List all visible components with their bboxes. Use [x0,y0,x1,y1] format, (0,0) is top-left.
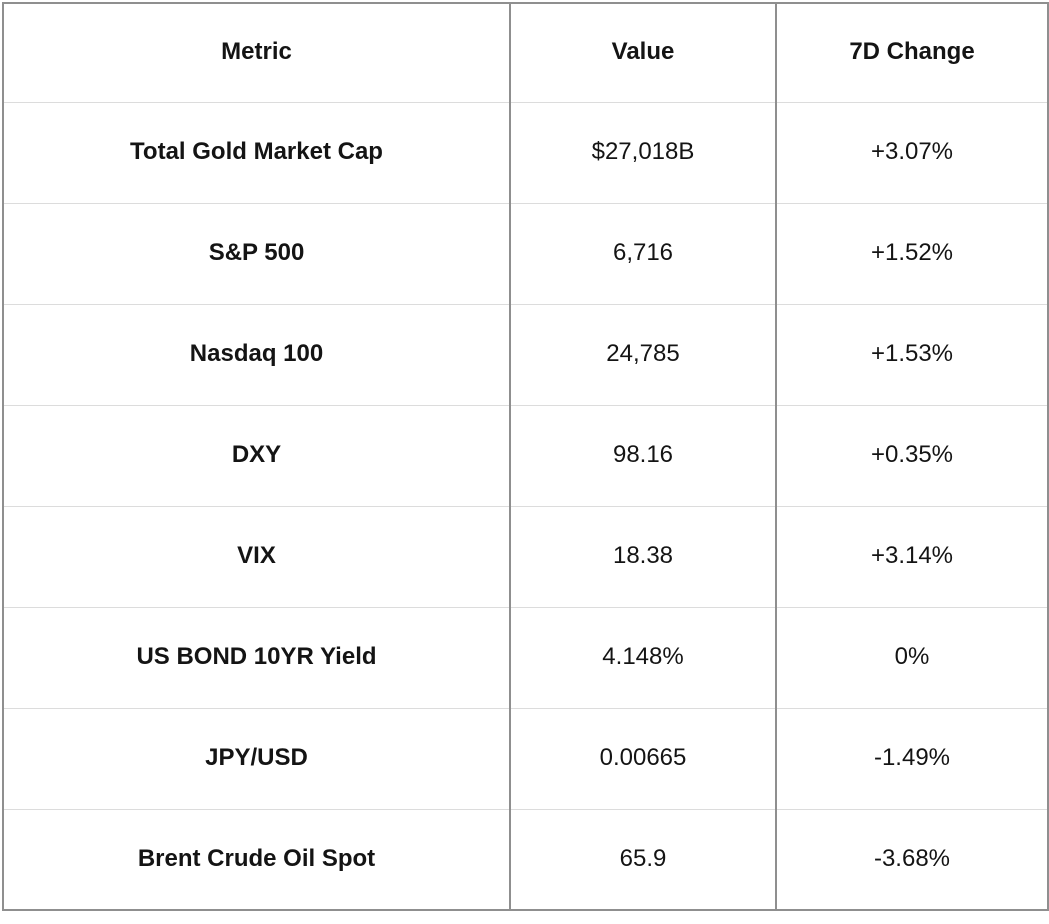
value-cell: 65.9 [509,808,776,910]
change-cell: -1.49% [775,707,1048,809]
table-row: US BOND 10YR Yield 4.148% 0% [3,606,1048,708]
column-header-metric: Metric [3,3,510,102]
value-cell: 18.38 [509,505,776,607]
table-row: Total Gold Market Cap $27,018B +3.07% [3,101,1048,203]
change-cell: +0.35% [775,404,1048,506]
metric-cell: Total Gold Market Cap [3,101,510,203]
change-cell: +3.07% [775,101,1048,203]
metric-cell: US BOND 10YR Yield [3,606,510,708]
value-cell: 24,785 [509,303,776,405]
header-row: Metric Value 7D Change [3,3,1048,102]
column-header-value: Value [509,3,776,102]
change-cell: -3.68% [775,808,1048,910]
value-cell: 98.16 [509,404,776,506]
value-cell: 4.148% [509,606,776,708]
table-row: DXY 98.16 +0.35% [3,404,1048,506]
metric-cell: JPY/USD [3,707,510,809]
metric-cell: Nasdaq 100 [3,303,510,405]
change-cell: +1.53% [775,303,1048,405]
change-cell: +3.14% [775,505,1048,607]
value-cell: 6,716 [509,202,776,304]
table-row: JPY/USD 0.00665 -1.49% [3,707,1048,809]
table-row: Brent Crude Oil Spot 65.9 -3.68% [3,808,1048,910]
value-cell: $27,018B [509,101,776,203]
metric-cell: Brent Crude Oil Spot [3,808,510,910]
metric-cell: VIX [3,505,510,607]
table-row: Nasdaq 100 24,785 +1.53% [3,303,1048,405]
column-header-7d-change: 7D Change [775,3,1048,102]
change-cell: 0% [775,606,1048,708]
value-cell: 0.00665 [509,707,776,809]
table-row: VIX 18.38 +3.14% [3,505,1048,607]
metric-cell: DXY [3,404,510,506]
change-cell: +1.52% [775,202,1048,304]
table-row: S&P 500 6,716 +1.52% [3,202,1048,304]
metric-cell: S&P 500 [3,202,510,304]
